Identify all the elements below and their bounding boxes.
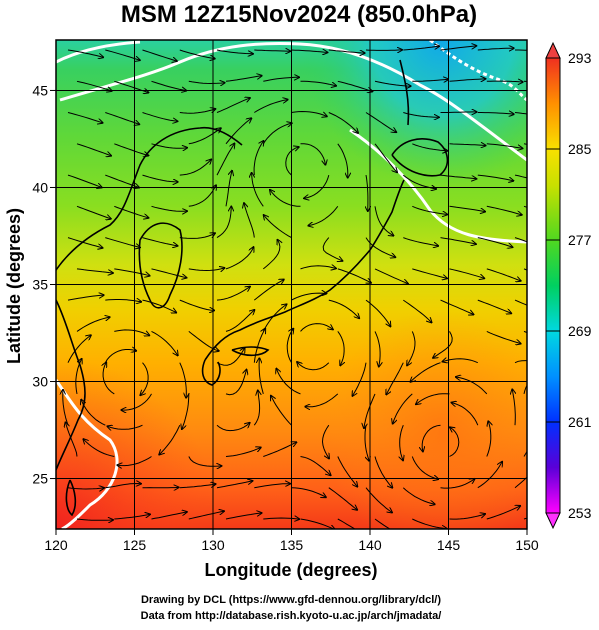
colorbar-tick-label: 285 xyxy=(568,141,592,157)
y-tick-label: 30 xyxy=(32,374,48,390)
colorbar-gradient xyxy=(546,58,560,513)
y-axis-ticks: 25 30 35 40 45 xyxy=(32,82,56,486)
chart-title: MSM 12Z15Nov2024 (850.0hPa) xyxy=(121,1,477,28)
y-tick-label: 25 xyxy=(32,471,48,487)
colorbar-bottom-cap xyxy=(546,513,560,528)
x-axis-ticks: 120 125 130 135 140 145 150 xyxy=(44,529,539,553)
y-tick-label: 35 xyxy=(32,277,48,293)
x-axis-label: Longitude (degrees) xyxy=(204,560,377,580)
x-tick-label: 120 xyxy=(44,537,68,553)
x-tick-label: 150 xyxy=(515,537,539,553)
colorbar: 253 261 269 277 285 293 xyxy=(546,43,592,528)
x-tick-label: 145 xyxy=(437,537,461,553)
credit-drawing: Drawing by DCL (https://www.gfd-dennou.o… xyxy=(141,594,441,606)
colorbar-top-cap xyxy=(546,43,560,58)
colorbar-tick-label: 261 xyxy=(568,414,592,430)
x-tick-label: 125 xyxy=(123,537,147,553)
colorbar-tick-label: 277 xyxy=(568,232,592,248)
credit-data-source: Data from http://database.rish.kyoto-u.a… xyxy=(141,610,442,622)
x-tick-label: 135 xyxy=(280,537,304,553)
y-axis-label: Latitude (degrees) xyxy=(4,208,24,364)
x-tick-label: 140 xyxy=(358,537,382,553)
plot-area xyxy=(56,40,560,538)
colorbar-tick-label: 293 xyxy=(568,50,592,66)
colorbar-tick-label: 269 xyxy=(568,323,592,339)
colorbar-tick-label: 253 xyxy=(568,505,592,521)
y-tick-label: 40 xyxy=(32,179,48,195)
y-tick-label: 45 xyxy=(32,82,48,98)
x-tick-label: 130 xyxy=(201,537,225,553)
